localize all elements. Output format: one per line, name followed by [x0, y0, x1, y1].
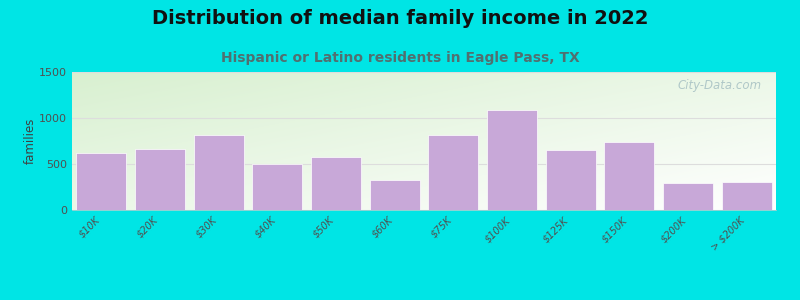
Bar	[722, 182, 771, 210]
Bar	[135, 149, 185, 210]
Bar	[429, 135, 478, 210]
Bar	[487, 110, 537, 210]
Text: Hispanic or Latino residents in Eagle Pass, TX: Hispanic or Latino residents in Eagle Pa…	[221, 51, 579, 65]
Bar	[194, 135, 243, 210]
Text: Distribution of median family income in 2022: Distribution of median family income in …	[152, 9, 648, 28]
Bar	[605, 142, 654, 210]
Y-axis label: families: families	[23, 118, 36, 164]
Bar	[546, 150, 595, 210]
Bar	[663, 183, 713, 210]
Bar	[370, 180, 419, 210]
Text: City-Data.com: City-Data.com	[678, 79, 762, 92]
Bar	[77, 153, 126, 210]
Bar	[311, 157, 361, 210]
Bar	[253, 164, 302, 210]
